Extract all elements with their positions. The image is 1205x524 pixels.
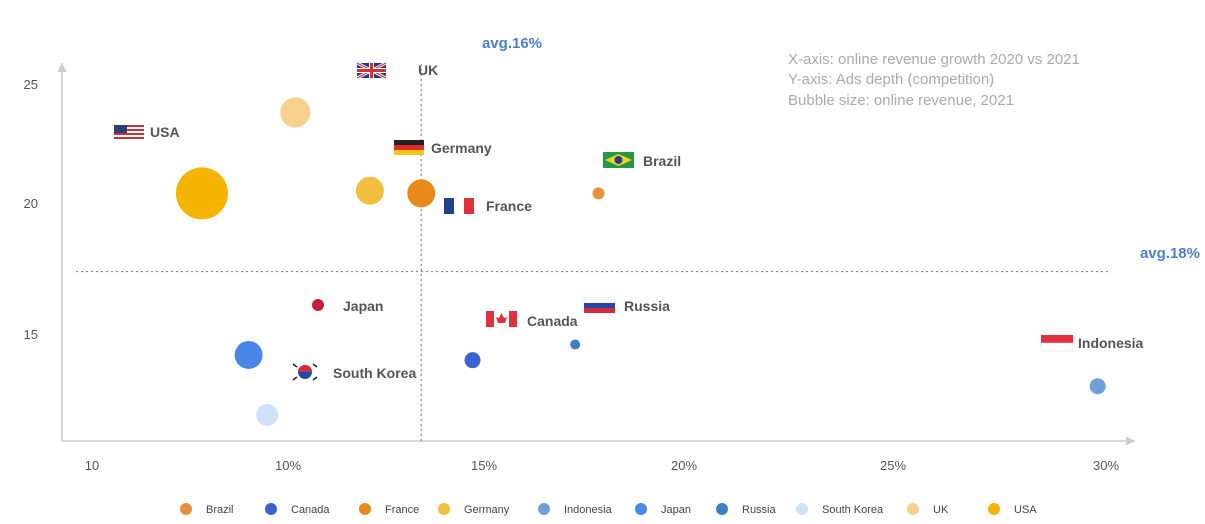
legend-marker-canada xyxy=(265,503,277,515)
brazil-flag-icon xyxy=(603,152,634,168)
bubble-usa xyxy=(175,167,228,220)
x-tick-label: 10 xyxy=(85,458,99,473)
france-flag-icon xyxy=(444,198,474,214)
legend-label-uk: UK xyxy=(933,504,949,516)
bubble-brazil xyxy=(592,187,605,200)
legend-label-canada: Canada xyxy=(291,504,330,516)
y-tick-label: 25 xyxy=(24,77,38,92)
info-line-size: Bubble size: online revenue, 2021 xyxy=(788,92,1014,109)
bubble-france xyxy=(407,179,436,208)
bubble-russia xyxy=(570,339,581,350)
info-line-y: Y-axis: Ads depth (competition) xyxy=(788,71,994,88)
japan-flag-icon xyxy=(312,299,324,311)
russia-flag-icon xyxy=(583,297,616,313)
bubble-germany xyxy=(355,176,384,205)
avg-x-label: avg.16% xyxy=(482,35,542,52)
legend-label-brazil: Brazil xyxy=(206,504,234,516)
country-label-indonesia: Indonesia xyxy=(1078,335,1144,351)
country-label-russia: Russia xyxy=(624,298,670,314)
legend-marker-japan xyxy=(635,503,647,515)
legend-marker-usa xyxy=(988,503,1000,515)
country-label-uk: UK xyxy=(418,62,438,78)
legend-marker-germany xyxy=(438,503,450,515)
x-tick-label: 20% xyxy=(671,458,697,473)
country-label-canada: Canada xyxy=(527,313,578,329)
bubble-uk xyxy=(280,97,311,128)
indonesia-flag-icon xyxy=(1040,335,1074,352)
bubble-layer xyxy=(175,97,1106,426)
canada-flag-icon xyxy=(486,311,517,327)
legend-label-japan: Japan xyxy=(661,504,691,516)
y-tick-label: 15 xyxy=(24,327,38,342)
country-label-brazil: Brazil xyxy=(643,153,681,169)
bubble-canada xyxy=(464,352,481,369)
x-tick-label: 15% xyxy=(471,458,497,473)
legend-marker-france xyxy=(359,503,371,515)
legend-label-indonesia: Indonesia xyxy=(564,504,613,516)
bubble-indonesia xyxy=(1089,378,1106,395)
legend-label-south-korea: South Korea xyxy=(822,504,884,516)
legend-label-usa: USA xyxy=(1014,504,1037,516)
country-label-south-korea: South Korea xyxy=(333,365,416,381)
x-tick-label: 30% xyxy=(1093,458,1119,473)
info-line-x: X-axis: online revenue growth 2020 vs 20… xyxy=(788,51,1080,68)
legend-marker-south-korea xyxy=(796,503,808,515)
country-label-germany: Germany xyxy=(431,140,492,156)
country-label-japan: Japan xyxy=(343,298,383,314)
x-tick-label: 10% xyxy=(275,458,301,473)
y-tick-label: 20 xyxy=(24,196,38,211)
legend: Brazil Canada France Germany Indonesia Japan R… xyxy=(180,503,1037,516)
south-korea-flag-icon xyxy=(292,363,318,381)
uk-flag-icon xyxy=(356,61,387,80)
usa-flag-icon xyxy=(114,125,144,140)
germany-flag-icon xyxy=(394,140,424,155)
legend-label-germany: Germany xyxy=(464,504,510,516)
bubble-south-korea xyxy=(256,403,279,426)
legend-marker-russia xyxy=(716,503,728,515)
country-label-usa: USA xyxy=(150,124,180,140)
legend-label-france: France xyxy=(385,504,419,516)
legend-marker-uk xyxy=(907,503,919,515)
x-tick-label: 25% xyxy=(880,458,906,473)
avg-y-label: avg.18% xyxy=(1140,245,1200,262)
country-label-france: France xyxy=(486,198,532,214)
legend-marker-indonesia xyxy=(538,503,550,515)
legend-label-russia: Russia xyxy=(742,504,777,516)
legend-marker-brazil xyxy=(180,503,192,515)
bubble-japan xyxy=(234,340,263,369)
